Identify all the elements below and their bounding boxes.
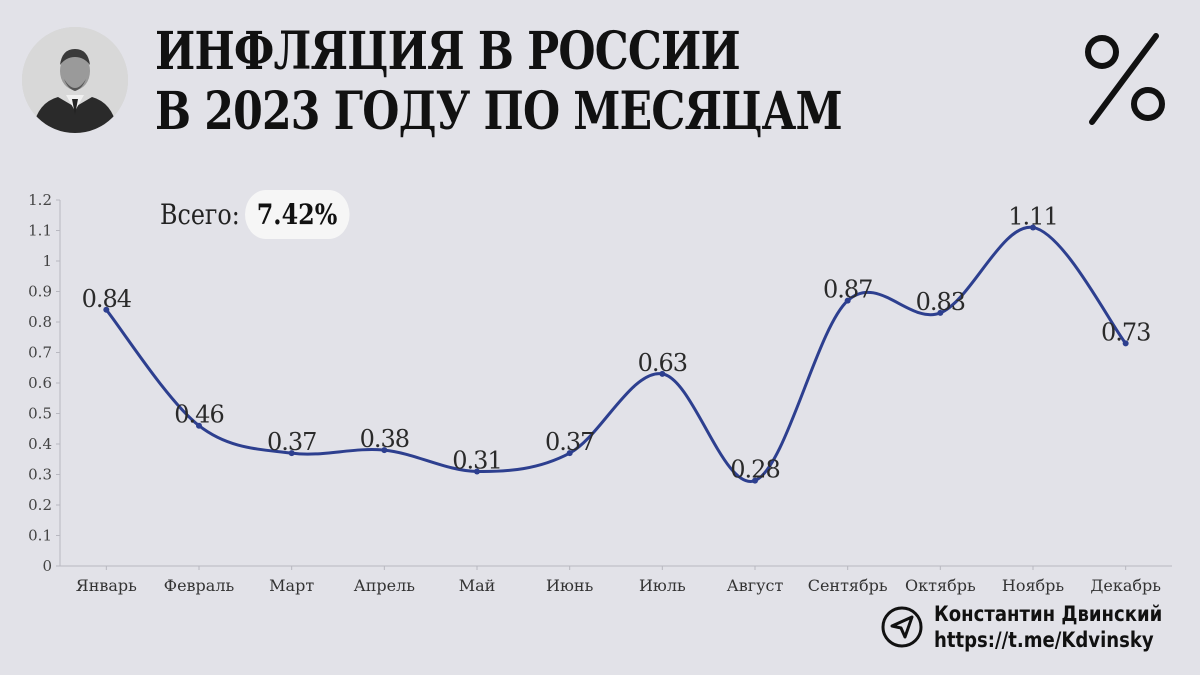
data-point [1122,340,1129,347]
x-tick-label: Декабрь [1090,576,1161,595]
x-tick-label: Сентябрь [808,576,888,595]
y-tick-label: 0.5 [28,405,52,423]
page-title: ИНФЛЯЦИЯ В РОССИИ В 2023 ГОДУ ПО МЕСЯЦАМ [155,21,843,142]
data-label: 0.37 [267,428,316,456]
data-point [196,422,202,429]
data-point [937,309,944,316]
title-line-1: ИНФЛЯЦИЯ В РОССИИ [155,21,741,82]
y-tick-label: 1.1 [28,222,52,240]
x-tick-label: Май [459,576,496,595]
data-point [474,468,480,475]
y-tick-label: 0.8 [28,313,52,331]
author-name: Константин Двинский [934,602,1163,626]
data-point [1030,224,1036,231]
x-tick-label: Март [269,576,314,595]
data-point [844,297,851,304]
author-link[interactable]: https://t.me/Kdvinsky [934,628,1154,652]
data-label: 0.63 [638,349,687,377]
data-point [381,447,388,454]
data-label: 0.37 [545,428,594,456]
total-value-badge: 7.42% [244,190,350,239]
x-tick-label: Апрель [354,576,416,595]
percent-icon [1085,33,1165,125]
data-label: 0.87 [823,276,872,304]
y-tick-label: 1 [42,252,52,270]
total-label: Всего: [160,198,240,231]
y-tick-label: 0.6 [28,374,52,392]
y-tick-label: 0 [42,557,52,575]
data-point [103,306,110,313]
y-tick-label: 0.7 [28,344,52,362]
data-label: 0.73 [1101,318,1150,346]
y-tick-label: 0.1 [28,527,52,545]
x-tick-label: Июнь [546,576,594,595]
title-line-2: В 2023 ГОДУ ПО МЕСЯЦАМ [155,81,843,142]
portrait-photo [22,27,128,133]
x-tick-label: Октябрь [905,576,976,595]
y-tick-label: 0.3 [28,466,52,484]
data-point [752,477,758,484]
data-label: 0.84 [82,285,132,313]
data-label: 1.11 [1008,202,1057,230]
data-label: 0.46 [174,401,223,429]
x-tick-label: Август [727,576,784,595]
author-block[interactable]: Константин Двинский https://t.me/Kdvinsk… [880,601,1199,653]
telegram-icon [881,606,923,648]
total-summary: Всего: 7.42% [160,190,350,239]
x-tick-label: Июль [639,576,686,595]
data-label: 0.28 [730,456,779,484]
y-tick-label: 0.9 [28,283,52,301]
y-tick-label: 1.2 [28,191,52,209]
y-tick-label: 0.4 [28,435,52,453]
data-point [288,450,295,457]
x-tick-label: Февраль [164,576,235,595]
data-point [659,370,666,377]
data-label: 0.83 [916,288,965,316]
y-tick-label: 0.2 [28,496,52,514]
data-label: 0.38 [360,425,409,453]
data-point [566,450,573,457]
x-tick-label: Ноябрь [1002,576,1065,595]
x-tick-label: Январь [76,576,137,595]
data-label: 0.31 [452,446,501,474]
series-line [105,225,1127,483]
